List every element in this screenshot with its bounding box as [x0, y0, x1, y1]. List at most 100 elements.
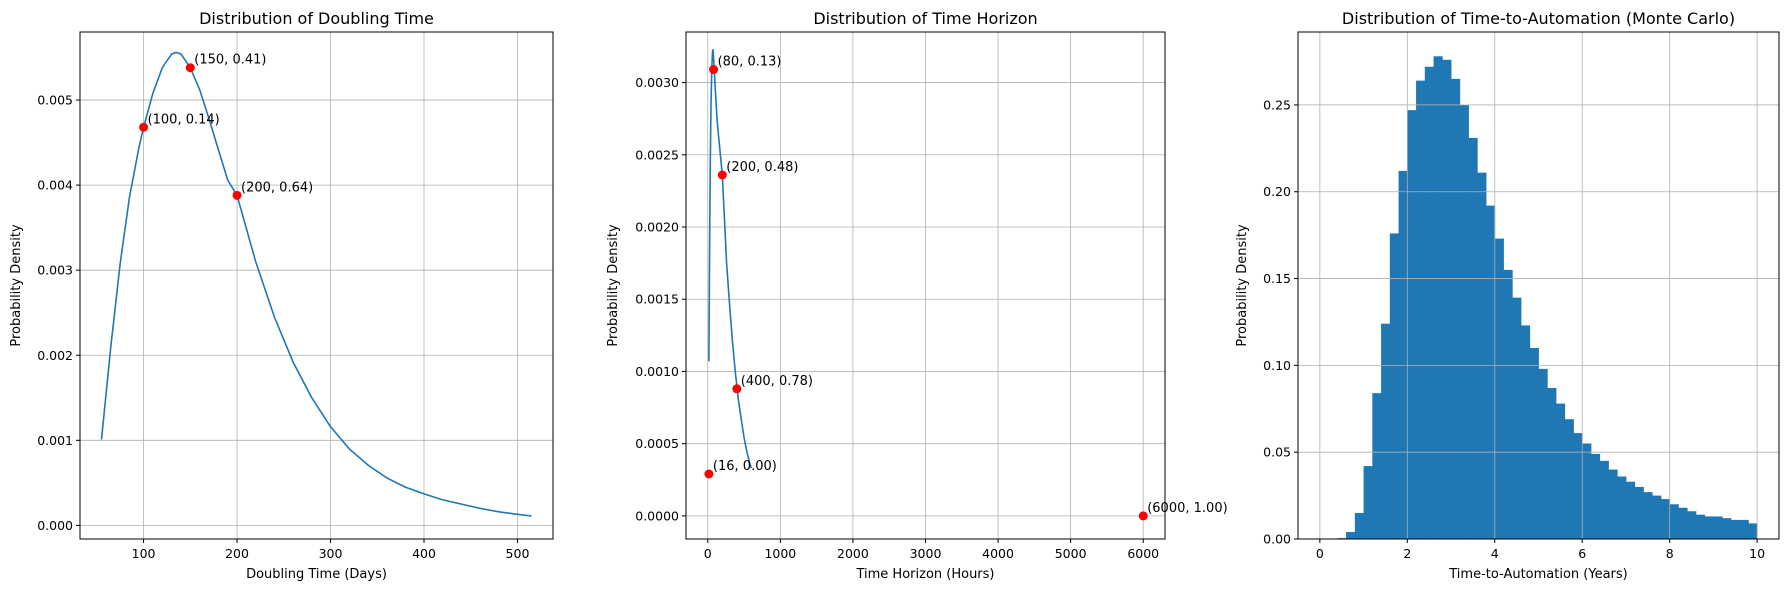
y-axis-label: Probability Density: [9, 224, 24, 347]
percentile-annotation: (150, 0.41): [194, 53, 266, 68]
chart-panel-1: (100, 0.14) (150, 0.41) (200, 0.64) 100 200 3…: [9, 9, 554, 582]
x-axis-label: Doubling Time (Days): [246, 567, 387, 582]
y-axis-label: Probability Density: [1235, 224, 1250, 347]
percentile-annotation: (200, 0.48): [726, 160, 798, 175]
histogram-bar: [1372, 393, 1382, 539]
percentile-marker: [732, 384, 742, 394]
histogram-bar: [1669, 504, 1679, 539]
histogram-bar: [1643, 492, 1653, 539]
histogram-bar: [1660, 499, 1671, 539]
histogram-bar: [1398, 170, 1408, 539]
percentile-marker: [185, 63, 195, 73]
y-tick-label: 0.002: [37, 348, 73, 363]
histogram-bar: [1652, 495, 1662, 539]
y-tick-label: 0.0025: [635, 147, 679, 162]
histogram-bar: [1346, 532, 1356, 539]
histogram-bar: [1582, 443, 1592, 539]
histogram-bar: [1739, 519, 1749, 539]
percentile-marker: [717, 170, 727, 180]
chart-title: Distribution of Time Horizon: [813, 9, 1037, 28]
chart-panel-2: (16, 0.00) (80, 0.13) (200, 0.48) (400, 0.7…: [606, 9, 1228, 582]
histogram-bar: [1538, 368, 1548, 539]
y-tick-label: 0.001: [37, 433, 73, 448]
histogram-bar: [1547, 387, 1557, 539]
percentile-annotation: (16, 0.00): [713, 459, 777, 474]
histogram-bar: [1503, 269, 1513, 539]
histogram-bar: [1695, 514, 1706, 539]
x-tick-label: 0: [1316, 546, 1324, 561]
x-tick-label: 5000: [1055, 546, 1087, 561]
percentile-annotation: (6000, 1.00): [1147, 501, 1227, 516]
y-tick-label: 0.10: [1263, 358, 1291, 373]
density-curve: [708, 49, 753, 469]
x-tick-label: 2000: [837, 546, 869, 561]
histogram-bar: [1748, 523, 1758, 539]
x-tick-label: 8: [1666, 546, 1674, 561]
histogram-bar: [1407, 110, 1417, 540]
y-tick-label: 0.004: [37, 178, 73, 193]
y-tick-label: 0.0010: [635, 364, 679, 379]
axes-frame: [79, 31, 554, 540]
grid-lines: [80, 32, 553, 539]
percentile-marker: [1138, 511, 1148, 521]
x-tick-label: 10: [1749, 546, 1765, 561]
histogram-bar: [1512, 297, 1522, 539]
x-tick-label: 500: [506, 546, 530, 561]
x-tick-label: 400: [412, 546, 436, 561]
histogram-bar: [1381, 323, 1391, 539]
y-tick-label: 0.15: [1263, 271, 1291, 286]
percentile-annotation: (400, 0.78): [741, 374, 813, 389]
histogram-bar: [1494, 238, 1504, 539]
histogram-bar: [1730, 519, 1741, 539]
y-tick-label: 0.003: [37, 263, 73, 278]
y-tick-label: 0.20: [1263, 184, 1291, 199]
x-tick-label: 4: [1491, 546, 1499, 561]
histogram-bar: [1555, 403, 1566, 539]
histogram-bar: [1687, 511, 1697, 539]
histogram-bar: [1573, 433, 1583, 539]
x-tick-label: 200: [225, 546, 249, 561]
histogram-bar: [1451, 78, 1461, 540]
histogram-bar: [1529, 348, 1539, 539]
x-tick-label: 3000: [910, 546, 942, 561]
histogram-bar: [1459, 104, 1469, 540]
histogram-bar: [1354, 512, 1364, 539]
percentile-marker: [709, 65, 719, 75]
histogram-bar: [1424, 66, 1434, 540]
histogram-bar: [1678, 507, 1688, 539]
percentile-marker: [232, 190, 242, 200]
histogram-bar: [1442, 59, 1452, 539]
histogram-bar: [1617, 476, 1627, 539]
y-tick-label: 0.00: [1263, 532, 1291, 547]
x-tick-label: 6: [1578, 546, 1586, 561]
y-tick-label: 0.000: [37, 518, 73, 533]
x-axis-label: Time-to-Automation (Years): [1448, 567, 1628, 582]
chart-title: Distribution of Time-to-Automation (Mont…: [1342, 9, 1735, 28]
y-tick-label: 0.25: [1263, 97, 1291, 112]
percentile-annotation: (100, 0.14): [148, 112, 220, 127]
percentile-annotation: (200, 0.64): [241, 180, 313, 195]
histogram-bar: [1468, 137, 1478, 540]
chart-panel-3: 0 2 4 6 8 10 0.00 0.05 0.10 0.15 0.20 0.25 Distribut…: [1235, 9, 1780, 582]
y-tick-label: 0.0030: [635, 75, 679, 90]
x-tick-label: 4000: [982, 546, 1014, 561]
histogram-bar: [1704, 516, 1714, 539]
histogram-bar: [1590, 453, 1601, 539]
grid-lines: [686, 32, 1165, 539]
y-tick-label: 0.0020: [635, 220, 679, 235]
percentile-marker: [704, 469, 714, 479]
x-tick-label: 100: [132, 546, 156, 561]
histogram-bar: [1521, 325, 1531, 539]
y-axis-label: Probability Density: [606, 224, 621, 347]
x-tick-label: 6000: [1127, 546, 1159, 561]
histogram-bar: [1608, 469, 1618, 539]
histogram-bar: [1722, 518, 1732, 539]
percentile-annotation: (80, 0.13): [718, 55, 782, 70]
histogram-bar: [1625, 481, 1636, 539]
x-axis-label: Time Horizon (Hours): [855, 567, 994, 582]
histogram-bars: [1337, 56, 1758, 540]
axes-frame: [1297, 31, 1780, 540]
y-tick-label: 0.0000: [635, 508, 679, 523]
histogram-bar: [1389, 233, 1399, 540]
